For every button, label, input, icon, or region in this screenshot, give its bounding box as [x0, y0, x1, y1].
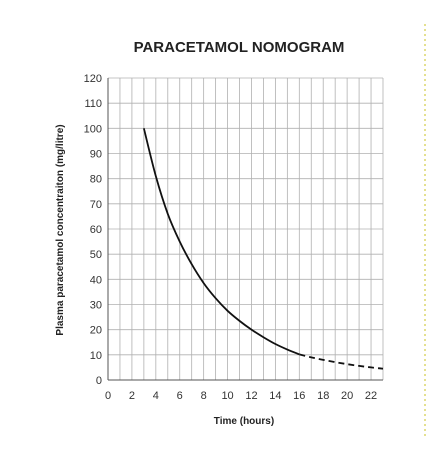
y-tick-label: 0	[96, 375, 102, 387]
y-tick-label: 50	[90, 249, 102, 261]
x-tick-label: 0	[105, 390, 111, 402]
data-series	[142, 128, 384, 370]
y-axis-title: Plasma paracetamol concentraiton (mg/lit…	[55, 124, 66, 335]
chart-title: PARACETAMOL NOMOGRAM	[134, 39, 345, 56]
y-tick-label: 110	[84, 98, 102, 110]
dashed-series-line	[299, 353, 384, 370]
y-tick-label: 40	[90, 274, 102, 286]
y-tick-label: 90	[90, 149, 102, 161]
x-tick-label: 16	[293, 390, 305, 402]
x-tick-label: 6	[177, 390, 183, 402]
x-tick-label: 14	[269, 390, 281, 402]
grid-lines	[107, 77, 384, 381]
x-tick-label: 2	[129, 390, 135, 402]
x-tick-label: 18	[317, 390, 329, 402]
x-tick-label: 4	[153, 390, 159, 402]
x-tick-label: 12	[245, 390, 257, 402]
y-tick-labels: 0 10 20 30 40 50 60 70 80 90 100 110 120	[84, 73, 102, 387]
x-axis-title: Time (hours)	[214, 416, 274, 427]
axes	[107, 78, 383, 381]
y-tick-label: 70	[90, 199, 102, 211]
y-tick-label: 100	[84, 123, 102, 135]
y-tick-label: 10	[90, 350, 102, 362]
y-tick-label: 60	[90, 224, 102, 236]
x-tick-label: 10	[221, 390, 233, 402]
x-tick-labels: 0 2 4 6 8 10 12 14 16 18 20 22	[105, 390, 377, 402]
solid-series-line	[142, 128, 300, 356]
y-tick-label: 120	[84, 73, 102, 85]
x-tick-label: 8	[201, 390, 207, 402]
x-tick-label: 20	[341, 390, 353, 402]
x-tick-label: 22	[365, 390, 377, 402]
y-tick-label: 30	[90, 300, 102, 312]
y-tick-label: 80	[90, 174, 102, 186]
y-tick-label: 20	[90, 325, 102, 337]
